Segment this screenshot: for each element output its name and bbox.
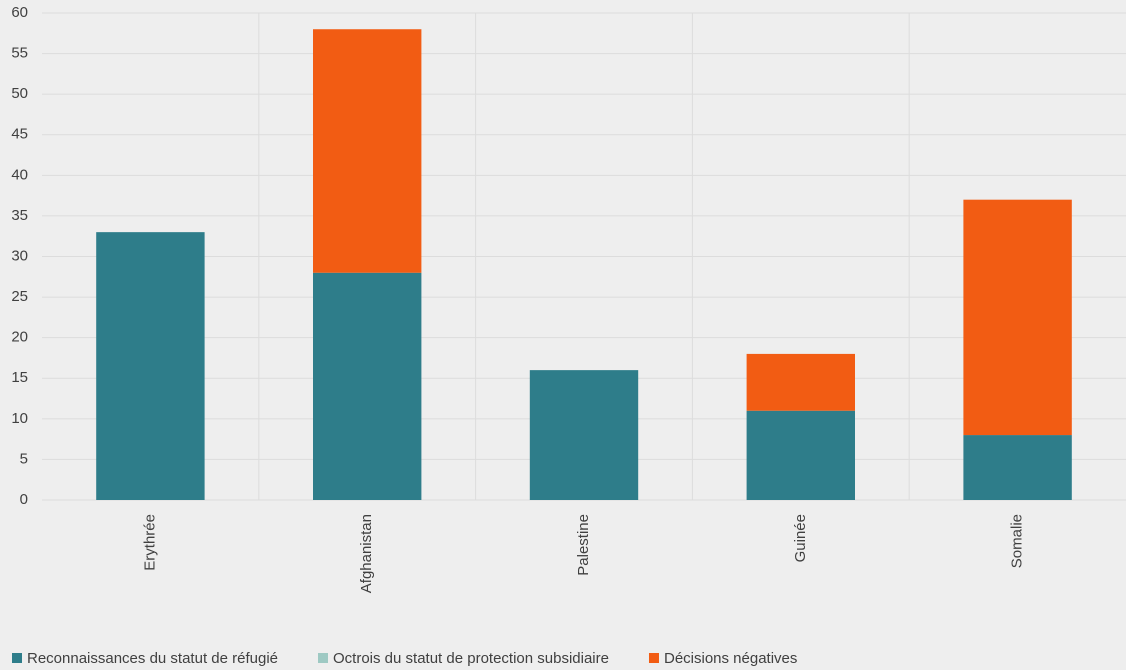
bar-segment: [313, 29, 422, 273]
legend-swatch: [648, 653, 659, 663]
bar-segment: [313, 272, 422, 500]
y-tick-label: 5: [20, 450, 28, 467]
bar-segment: [963, 435, 1072, 500]
y-tick-label: 10: [11, 410, 28, 427]
y-tick-label: 0: [20, 491, 28, 508]
y-tick-label: 25: [11, 288, 28, 305]
legend-label: Décisions négatives: [664, 650, 797, 667]
y-tick-label: 60: [11, 4, 28, 21]
x-tick-label: Guinée: [792, 514, 809, 562]
y-tick-label: 50: [11, 85, 28, 102]
bar-segment: [529, 370, 639, 500]
x-tick-label: Afghanistan: [358, 514, 375, 593]
bar-segment: [96, 232, 205, 500]
legend-label: Octrois du statut de protection subsidia…: [333, 650, 609, 667]
x-tick-label: Erythrée: [141, 514, 158, 571]
x-tick-label: Palestine: [575, 514, 592, 576]
bar-segment: [963, 199, 1072, 436]
legend-item: Reconnaissances du statut de réfugié: [12, 650, 278, 667]
x-tick-label: Somalie: [1009, 514, 1026, 568]
legend-label: Reconnaissances du statut de réfugié: [27, 650, 278, 667]
y-tick-label: 20: [11, 329, 28, 346]
legend-item: Décisions négatives: [648, 650, 797, 667]
y-tick-label: 40: [11, 166, 28, 183]
y-tick-label: 15: [11, 369, 28, 386]
bar-segment: [746, 410, 855, 500]
y-tick-label: 30: [11, 247, 28, 264]
legend-swatch: [12, 653, 22, 663]
y-tick-label: 55: [11, 45, 28, 62]
bar-segment: [746, 353, 855, 411]
y-tick-label: 45: [11, 126, 28, 143]
legend-swatch: [318, 653, 328, 663]
legend-item: Octrois du statut de protection subsidia…: [318, 650, 609, 667]
y-tick-label: 35: [11, 207, 28, 224]
